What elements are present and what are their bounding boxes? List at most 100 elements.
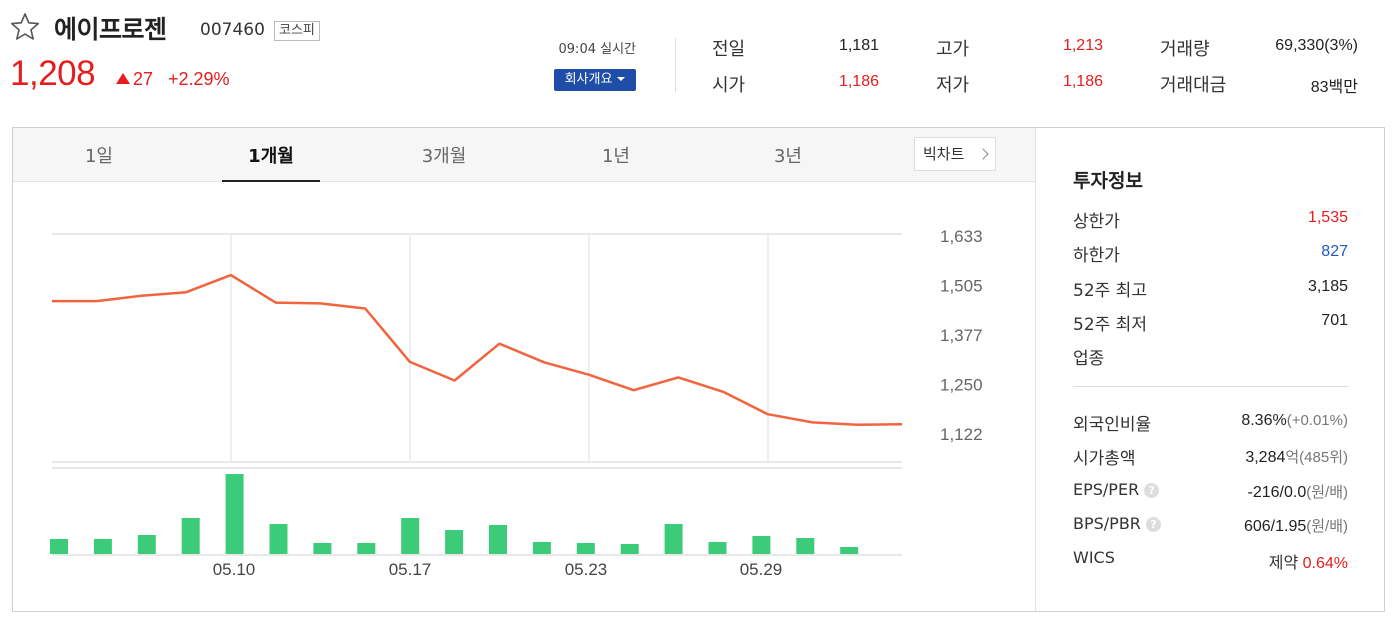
- foreign-ratio-change: (+0.01%): [1286, 412, 1348, 429]
- info-divider: [1073, 386, 1349, 387]
- tab-3months[interactable]: 3개월: [421, 146, 467, 167]
- y-tick-label: 1,250: [940, 375, 983, 394]
- chevron-right-icon: [977, 148, 989, 160]
- volume-bar: [401, 518, 420, 554]
- tab-1month[interactable]: 1개월: [248, 146, 294, 167]
- volume-bar: [269, 524, 288, 554]
- bps-pbr-label: BPS/PBR?: [1073, 514, 1161, 533]
- bps-pbr-unit: (원/배): [1306, 518, 1348, 535]
- company-overview-button[interactable]: 회사개요: [554, 69, 636, 91]
- big-chart-label: 빅차트: [923, 145, 965, 163]
- eps-per-value: -216/0.0(원/배): [1248, 481, 1348, 502]
- investment-info-title: 투자정보: [1073, 170, 1143, 192]
- volume-bar: [93, 539, 112, 554]
- 52w-low-value: 701: [1321, 312, 1348, 329]
- y-tick-label: 1,633: [940, 227, 983, 246]
- realtime-label: 09:04 실시간: [558, 42, 636, 57]
- tab-1day[interactable]: 1일: [84, 146, 113, 167]
- volume-bar: [50, 539, 68, 554]
- eps-per-number: -216/0.0: [1247, 484, 1307, 501]
- stat-label-volume: 거래량: [1160, 39, 1210, 60]
- stat-value-trading-value: 83백만: [1310, 79, 1358, 96]
- price-change: 27: [116, 69, 153, 90]
- lower-limit-value: 827: [1321, 243, 1348, 260]
- x-tick-label: 05.29: [740, 560, 783, 579]
- foreign-ratio-value: 8.36%(+0.01%): [1241, 412, 1348, 430]
- market-cap-number: 3,284: [1245, 449, 1286, 466]
- price-line: [52, 273, 903, 426]
- wics-sector-change: 0.64%: [1302, 555, 1348, 572]
- stat-label-low: 저가: [936, 75, 970, 96]
- eps-per-label: EPS/PER?: [1073, 480, 1160, 499]
- market-badge: 코스피: [274, 21, 320, 41]
- stat-label-open: 시가: [712, 75, 746, 96]
- stat-value-volume: 69,330(3%): [1275, 37, 1358, 54]
- eps-per-unit: (원/배): [1306, 484, 1348, 501]
- bps-pbr-value: 606/1.95(원/배): [1244, 515, 1348, 536]
- help-icon[interactable]: ?: [1145, 517, 1161, 532]
- x-tick-label: 05.23: [565, 560, 608, 579]
- wics-value: 제약 0.64%: [1269, 549, 1348, 573]
- market-cap-rank: 억(485위): [1285, 449, 1348, 466]
- y-tick-label: 1,505: [940, 277, 983, 296]
- volume-bar: [225, 474, 244, 554]
- price-change-percent: +2.29%: [168, 69, 230, 89]
- lower-limit-label: 하한가: [1073, 246, 1120, 266]
- volume-bar: [796, 538, 815, 554]
- 52w-high-label: 52주 최고: [1073, 281, 1147, 301]
- stat-label-prev-close: 전일: [712, 39, 746, 60]
- upper-limit-label: 상한가: [1073, 212, 1120, 232]
- volume-bar: [489, 525, 507, 554]
- volume-bar: [313, 543, 332, 554]
- volume-bar: [576, 543, 595, 554]
- company-overview-label: 회사개요: [564, 72, 613, 87]
- foreign-ratio-number: 8.36%: [1241, 412, 1287, 429]
- upper-limit-value: 1,535: [1307, 209, 1348, 226]
- divider: [675, 38, 676, 92]
- volume-bar: [664, 524, 683, 554]
- volume-bar: [840, 547, 859, 554]
- stat-value-high: 1,213: [1062, 37, 1103, 54]
- 52w-high-value: 3,185: [1307, 278, 1348, 295]
- volume-bar: [620, 544, 639, 554]
- volume-bar: [181, 518, 200, 554]
- stat-value-low: 1,186: [1062, 73, 1103, 90]
- help-icon[interactable]: ?: [1144, 483, 1160, 498]
- stat-label-trading-value: 거래대금: [1160, 75, 1227, 96]
- market-cap-label: 시가총액: [1073, 449, 1136, 469]
- panel-divider: [1035, 128, 1036, 611]
- stat-label-high: 고가: [936, 39, 970, 60]
- chart-container: [12, 127, 1385, 612]
- bps-pbr-label-text: BPS/PBR: [1073, 514, 1141, 533]
- market-cap-value: 3,284억(485위): [1245, 446, 1348, 467]
- period-tabs: [13, 128, 1035, 182]
- volume-bar: [357, 543, 376, 554]
- tab-1year[interactable]: 1년: [601, 146, 630, 167]
- stock-name: 에이프로젠: [54, 15, 167, 44]
- big-chart-button[interactable]: 빅차트: [914, 137, 996, 171]
- 52w-low-label: 52주 최저: [1073, 315, 1147, 335]
- eps-per-label-text: EPS/PER: [1073, 480, 1140, 499]
- wics-sector[interactable]: 제약: [1268, 555, 1299, 572]
- volume-bar: [137, 535, 156, 554]
- current-price: 1,208: [10, 54, 96, 93]
- volume-bar: [752, 536, 771, 554]
- stat-value-open: 1,186: [838, 73, 879, 90]
- volume-bar: [532, 542, 551, 554]
- y-tick-label: 1,122: [940, 425, 983, 444]
- active-tab-indicator: [222, 180, 320, 182]
- industry-label: 업종: [1073, 349, 1105, 369]
- star-icon[interactable]: [10, 12, 40, 42]
- up-arrow-icon: [116, 73, 130, 84]
- volume-bar: [445, 530, 464, 554]
- stock-code: 007460: [200, 20, 265, 40]
- bps-pbr-number: 606/1.95: [1243, 518, 1307, 535]
- tab-3years[interactable]: 3년: [773, 146, 802, 167]
- x-tick-label: 05.10: [213, 560, 256, 579]
- price-chart: 1,633 1,505 1,377 1,250 1,122 05.10 05.17 05.23…: [50, 227, 983, 579]
- wics-label: WICS: [1073, 548, 1115, 567]
- x-tick-label: 05.17: [389, 560, 432, 579]
- volume-bar: [708, 542, 727, 554]
- price-change-value: 27: [133, 69, 154, 89]
- caret-down-icon: [617, 77, 626, 81]
